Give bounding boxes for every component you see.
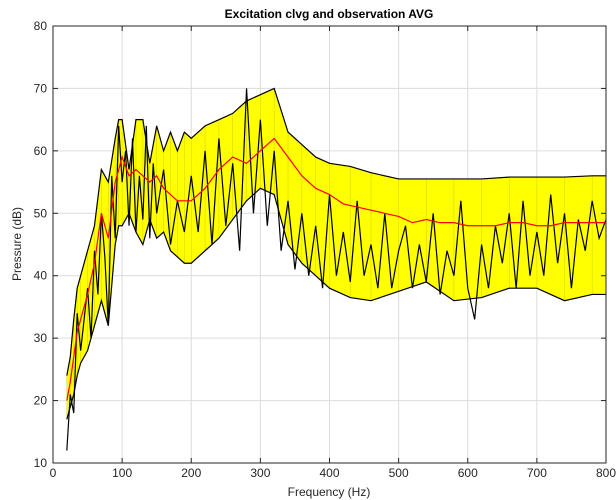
mean-line xyxy=(66,137,606,401)
series-layer xyxy=(66,88,607,451)
y-tick-label: 70 xyxy=(34,81,48,95)
y-tick-label: 30 xyxy=(34,331,48,345)
x-axis-title: Frequency (Hz) xyxy=(288,485,371,499)
band-fill xyxy=(66,88,606,420)
y-tick-label: 40 xyxy=(34,269,48,283)
y-axis-ticks: 10 20 30 40 50 60 70 80 xyxy=(34,19,606,470)
x-axis-ticks: 0 100 200 300 400 500 600 700 800 xyxy=(50,26,616,480)
x-tick-label: 500 xyxy=(389,466,409,480)
x-tick-label: 400 xyxy=(319,466,339,480)
x-tick-label: 600 xyxy=(458,466,478,480)
chart-title: Excitation clvg and observation AVG xyxy=(225,7,434,21)
x-tick-label: 0 xyxy=(50,466,57,480)
y-tick-label: 10 xyxy=(34,456,48,470)
x-tick-label: 200 xyxy=(181,466,201,480)
band-upper-edge xyxy=(66,87,606,376)
x-tick-label: 300 xyxy=(250,466,270,480)
y-tick-label: 50 xyxy=(34,206,48,220)
observation-line xyxy=(66,88,607,451)
y-tick-label: 80 xyxy=(34,19,48,33)
x-tick-label: 700 xyxy=(527,466,547,480)
y-axis-title: Pressure (dB) xyxy=(10,207,24,281)
x-tick-label: 800 xyxy=(596,466,616,480)
x-tick-label: 100 xyxy=(112,466,132,480)
y-tick-label: 20 xyxy=(34,394,48,408)
y-tick-label: 60 xyxy=(34,144,48,158)
